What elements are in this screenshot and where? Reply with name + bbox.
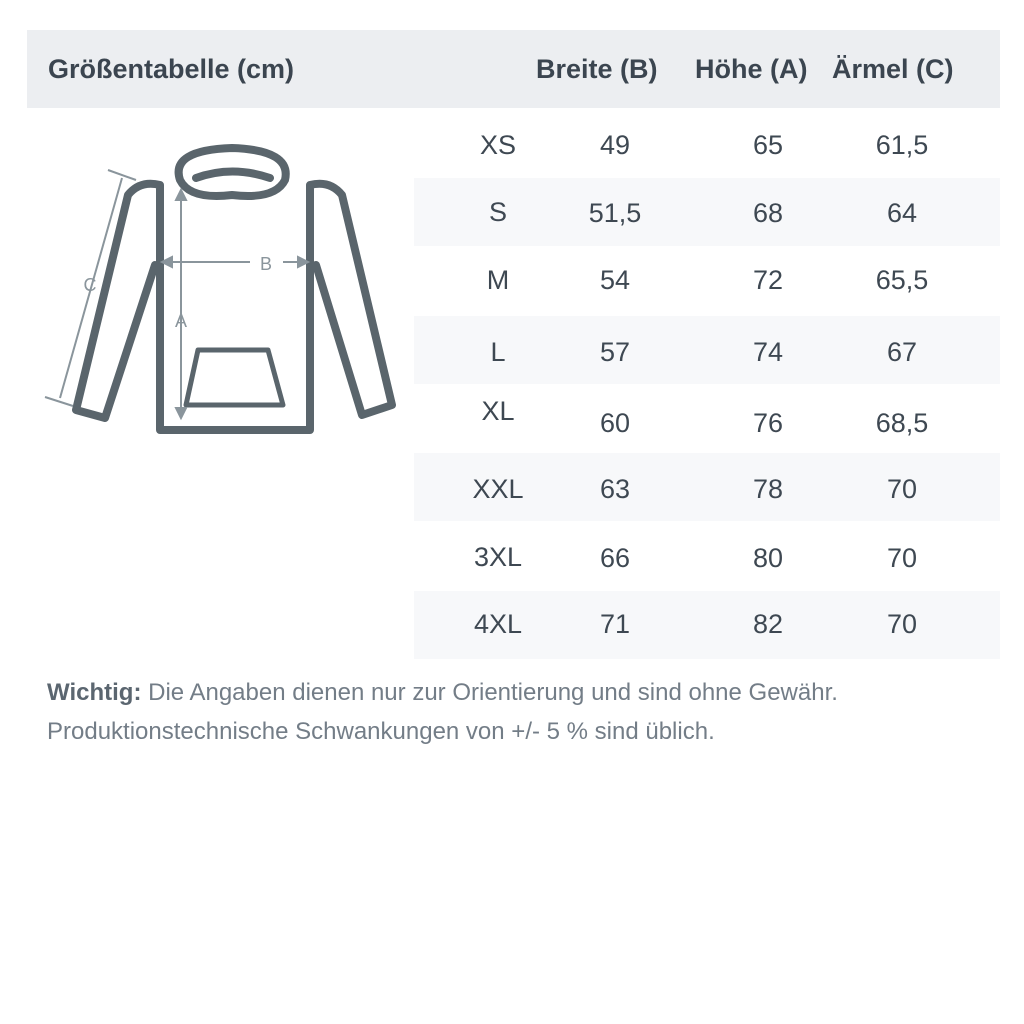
cell-breite: 60 xyxy=(599,408,631,438)
cell-hoehe: 65 xyxy=(752,130,784,160)
cell-hoehe: 82 xyxy=(752,609,784,639)
label-b: B xyxy=(260,254,272,274)
column-header-hoehe: Höhe (A) xyxy=(695,54,808,84)
pocket xyxy=(183,347,286,408)
row-stripe xyxy=(414,316,1000,384)
row-stripe xyxy=(414,453,1000,521)
table-header: Größentabelle (cm) Breite (B) Höhe (A) Ä… xyxy=(27,30,1000,108)
cell-hoehe: 74 xyxy=(752,337,784,367)
note-text: Die Angaben dienen nur zur Orientierung … xyxy=(141,679,838,706)
cell-aermel: 64 xyxy=(886,198,918,228)
label-c: C xyxy=(84,275,97,295)
cell-hoehe: 72 xyxy=(752,265,784,295)
column-header-aermel: Ärmel (C) xyxy=(832,54,954,84)
size-label: M xyxy=(486,265,510,295)
cell-hoehe: 80 xyxy=(752,543,784,573)
cell-breite: 63 xyxy=(599,474,631,504)
measure-line-c xyxy=(59,177,123,399)
cell-aermel: 70 xyxy=(886,543,918,573)
size-label: 3XL xyxy=(473,542,523,572)
row-stripe xyxy=(414,591,1000,659)
cell-breite: 57 xyxy=(599,337,631,367)
row-stripe xyxy=(414,178,1000,246)
label-a: A xyxy=(175,311,187,331)
hoodie-diagram: B A C xyxy=(44,144,396,434)
cell-hoehe: 68 xyxy=(752,198,784,228)
note-line-2: Produktionstechnische Schwankungen von +… xyxy=(47,718,715,745)
cell-breite: 51,5 xyxy=(588,198,642,228)
note-label: Wichtig: xyxy=(47,679,142,706)
page-title: Größentabelle (cm) xyxy=(48,54,295,84)
cell-breite: 54 xyxy=(599,265,631,295)
cell-breite: 71 xyxy=(599,609,631,639)
cell-aermel: 70 xyxy=(886,609,918,639)
size-label: XL xyxy=(481,396,515,426)
size-label: 4XL xyxy=(473,609,523,639)
hoodie-outline xyxy=(72,144,396,434)
size-label: L xyxy=(490,337,506,367)
cell-aermel: 67 xyxy=(886,337,918,367)
size-label: S xyxy=(488,197,507,227)
cell-breite: 49 xyxy=(599,130,631,160)
note-line-1: Wichtig: Die Angaben dienen nur zur Orie… xyxy=(47,679,838,707)
arrow-icon xyxy=(174,187,188,421)
cell-aermel: 70 xyxy=(886,474,918,504)
cell-aermel: 68,5 xyxy=(875,408,929,438)
cell-aermel: 65,5 xyxy=(875,265,929,295)
cell-breite: 66 xyxy=(599,543,631,573)
size-label: XS xyxy=(479,130,517,160)
cell-hoehe: 78 xyxy=(752,474,784,504)
cell-hoehe: 76 xyxy=(752,408,784,438)
column-header-breite: Breite (B) xyxy=(536,54,658,84)
arrow-icon xyxy=(159,255,311,269)
cell-aermel: 61,5 xyxy=(875,130,929,160)
size-label: XXL xyxy=(472,474,524,504)
